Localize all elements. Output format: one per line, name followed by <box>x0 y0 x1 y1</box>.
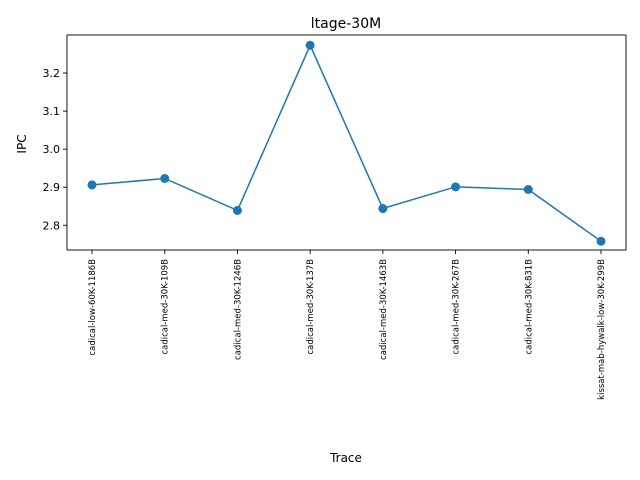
y-tick-label: 2.8 <box>43 219 61 232</box>
x-tick-label: cadical-med-30K-137B <box>306 259 316 355</box>
x-axis: cadical-low-60K-1186B cadical-med-30K-109… <box>88 250 607 400</box>
x-tick-label: cadical-med-30K-109B <box>161 259 171 355</box>
data-point <box>596 236 606 246</box>
x-tick-label: cadical-low-60K-1186B <box>88 259 98 356</box>
plot-frame <box>66 34 627 251</box>
x-axis-label: Trace <box>329 451 362 465</box>
series-line <box>91 43 602 242</box>
y-axis: 2.8 2.9 3.0 3.1 3.2 <box>43 67 67 232</box>
data-point <box>160 173 170 183</box>
data-point <box>523 184 533 194</box>
x-tick-label: cadical-med-30K-267B <box>452 259 462 355</box>
data-point <box>305 40 315 50</box>
data-point <box>232 205 242 215</box>
y-tick-label: 3.2 <box>43 67 61 80</box>
x-tick-label: kissat-mab-hywalk-low-30K-299B <box>597 259 607 400</box>
chart-title: ltage-30M <box>311 16 381 32</box>
x-tick-label: cadical-med-30K-1463B <box>379 259 389 360</box>
y-tick-label: 3.1 <box>43 105 61 118</box>
series-group <box>87 40 606 246</box>
x-tick-label: cadical-med-30K-831B <box>524 259 534 355</box>
plot-area <box>66 34 627 251</box>
y-axis-label: IPC <box>15 134 29 153</box>
data-point <box>451 182 461 192</box>
data-point <box>378 204 388 214</box>
x-tick-label: cadical-med-30K-1246B <box>233 259 243 360</box>
data-point <box>87 180 97 190</box>
y-tick-label: 2.9 <box>43 181 61 194</box>
y-tick-label: 3.0 <box>43 143 61 156</box>
